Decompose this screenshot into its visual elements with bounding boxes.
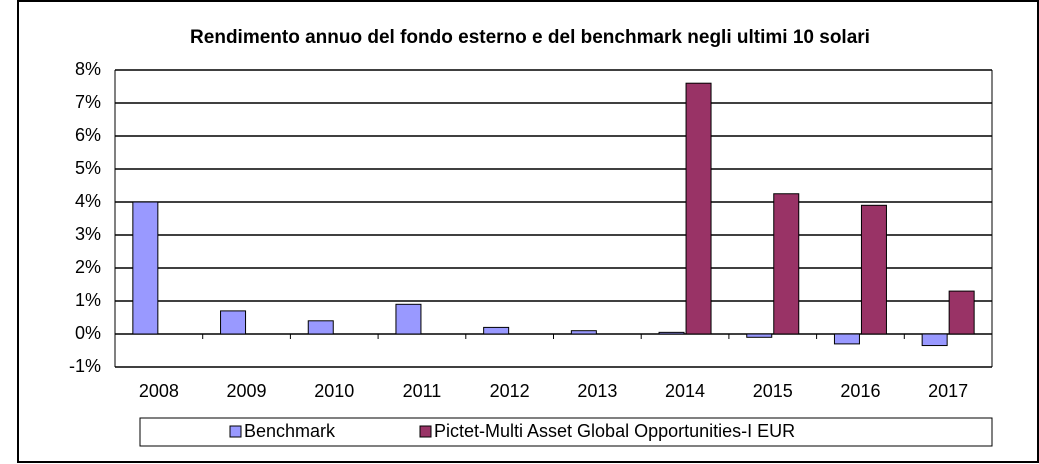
legend bbox=[139, 417, 993, 447]
bar bbox=[132, 201, 159, 335]
x-tick-label: 2011 bbox=[403, 381, 442, 401]
x-tick-label: 2016 bbox=[840, 381, 880, 401]
bar bbox=[685, 82, 712, 335]
bar bbox=[658, 331, 685, 335]
x-tick-label: 2008 bbox=[139, 381, 179, 401]
y-tick-label: 8% bbox=[75, 59, 101, 79]
bar bbox=[948, 290, 975, 335]
y-tick-label: 6% bbox=[75, 125, 101, 145]
legend-label: Benchmark bbox=[244, 421, 336, 441]
legend-label: Pictet-Multi Asset Global Opportunities-… bbox=[434, 421, 795, 441]
bar bbox=[570, 330, 597, 335]
x-tick-label: 2017 bbox=[928, 381, 968, 401]
x-tick-label: 2012 bbox=[490, 381, 530, 401]
x-tick-label: 2015 bbox=[753, 381, 793, 401]
bar bbox=[860, 204, 887, 335]
y-tick-label: 2% bbox=[75, 257, 101, 277]
y-tick-label: 3% bbox=[75, 224, 101, 244]
bar bbox=[483, 326, 510, 335]
x-tick-label: 2014 bbox=[665, 381, 705, 401]
bar bbox=[395, 303, 422, 335]
bar bbox=[746, 333, 773, 338]
bar bbox=[921, 333, 948, 347]
y-tick-label: 7% bbox=[75, 92, 101, 112]
x-tick-label: 2013 bbox=[577, 381, 617, 401]
bar bbox=[220, 310, 247, 335]
bar bbox=[773, 193, 800, 335]
chart-title: Rendimento annuo del fondo esterno e del… bbox=[190, 27, 870, 48]
bar bbox=[307, 320, 334, 335]
bar bbox=[833, 333, 860, 345]
y-tick-label: 0% bbox=[75, 323, 101, 343]
y-tick-label: -1% bbox=[69, 356, 101, 376]
legend-swatch bbox=[229, 425, 242, 438]
legend-swatch bbox=[419, 425, 432, 438]
y-tick-label: 4% bbox=[75, 191, 101, 211]
frame bbox=[17, 0, 1039, 463]
y-tick-label: 5% bbox=[75, 158, 101, 178]
y-tick-label: 1% bbox=[75, 290, 101, 310]
x-tick-label: 2009 bbox=[227, 381, 267, 401]
x-tick-label: 2010 bbox=[314, 381, 354, 401]
